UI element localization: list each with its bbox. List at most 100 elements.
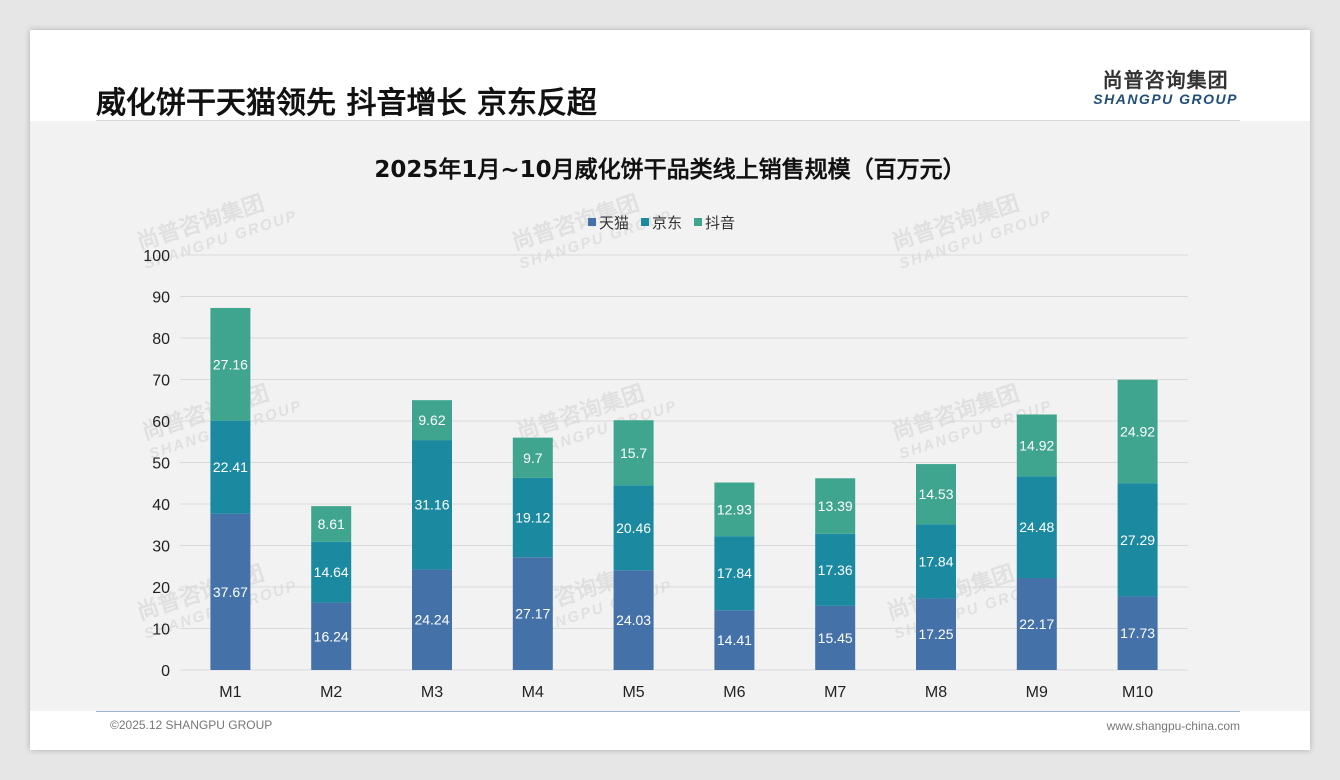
bar-M4-2 [512, 437, 553, 478]
x-tick-label: M4 [522, 684, 544, 701]
logo: 尚普咨询集团 SHANGPU GROUP [1093, 64, 1238, 107]
bar-M6-2 [714, 482, 755, 537]
y-tick-label: 0 [161, 663, 170, 680]
data-label: 17.84 [717, 565, 752, 581]
bar-M2-1 [311, 541, 352, 603]
data-label: 31.16 [414, 497, 449, 513]
bar-M5-1 [613, 485, 654, 571]
bar-M2-0 [311, 602, 352, 670]
legend-label-1: 京东 [652, 214, 682, 232]
data-label: 9.7 [523, 450, 543, 466]
data-label: 15.7 [620, 445, 647, 461]
bar-M3-0 [412, 569, 452, 670]
data-label: 27.17 [515, 606, 550, 622]
bar-M1-1 [210, 420, 251, 514]
bar-M7-2 [815, 478, 856, 534]
data-label: 22.41 [213, 459, 248, 475]
y-tick-label: 30 [152, 539, 170, 556]
bar-M9-1 [1016, 476, 1057, 578]
bar-M6-1 [714, 536, 755, 611]
legend-swatch-2 [694, 218, 702, 226]
data-label: 22.17 [1019, 616, 1054, 632]
y-tick-label: 100 [143, 248, 170, 265]
y-tick-label: 90 [152, 290, 170, 307]
data-label: 17.73 [1120, 625, 1155, 641]
data-label: 17.25 [918, 626, 953, 642]
data-label: 13.39 [818, 498, 853, 514]
bar-M10-1 [1117, 483, 1158, 597]
logo-cn: 尚普咨询集团 [1102, 68, 1229, 92]
data-label: 8.61 [318, 516, 345, 532]
y-tick-label: 40 [152, 497, 170, 514]
bar-M10-2 [1117, 379, 1158, 484]
x-tick-label: M9 [1026, 684, 1048, 701]
legend-label-0: 天猫 [599, 214, 629, 232]
data-label: 24.03 [616, 612, 651, 628]
header-divider [96, 120, 1240, 121]
chart-title: 2025年1月~10月威化饼干品类线上销售规模（百万元） [374, 156, 965, 183]
footer-divider [96, 711, 1240, 712]
data-label: 17.84 [918, 553, 953, 569]
bar-M1-0 [210, 513, 251, 670]
x-tick-label: M5 [622, 684, 644, 701]
bar-M7-0 [815, 605, 856, 670]
slide-card: 威化饼干天猫领先 抖音增长 京东反超 尚普咨询集团 SHANGPU GROUP … [30, 30, 1310, 750]
bar-M4-0 [512, 557, 553, 670]
data-label: 14.64 [314, 564, 349, 580]
bar-M6-0 [714, 610, 755, 670]
y-tick-label: 60 [152, 414, 170, 431]
data-label: 24.24 [414, 612, 449, 628]
data-label: 14.41 [717, 632, 752, 648]
data-label: 27.16 [213, 356, 248, 372]
x-tick-label: M3 [421, 684, 443, 701]
data-label: 9.62 [418, 412, 445, 428]
legend-swatch-1 [641, 218, 649, 226]
data-label: 37.67 [213, 584, 248, 600]
x-tick-label: M6 [723, 684, 745, 701]
bar-M5-0 [613, 570, 654, 670]
x-tick-label: M2 [320, 684, 342, 701]
logo-en: SHANGPU GROUP [1093, 91, 1238, 107]
data-label: 24.92 [1120, 423, 1155, 439]
data-label: 12.93 [717, 501, 752, 517]
x-tick-label: M8 [925, 684, 947, 701]
data-label: 27.29 [1120, 532, 1155, 548]
bar-M5-2 [613, 420, 654, 486]
data-label: 15.45 [818, 630, 853, 646]
bar-M1-2 [210, 307, 251, 421]
x-tick-label: M10 [1122, 684, 1153, 701]
data-label: 16.24 [314, 628, 349, 644]
data-label: 14.53 [918, 486, 953, 502]
y-tick-label: 80 [152, 331, 170, 348]
bar-M8-2 [916, 464, 956, 525]
data-label: 20.46 [616, 520, 651, 536]
bar-M10-0 [1117, 596, 1158, 670]
data-label: 17.36 [818, 562, 853, 578]
website: www.shangpu-china.com [1106, 719, 1240, 733]
y-tick-label: 20 [152, 580, 170, 597]
headline: 威化饼干天猫领先 抖音增长 京东反超 [96, 86, 597, 121]
bar-M4-1 [512, 477, 553, 558]
data-label: 19.12 [515, 510, 550, 526]
legend-swatch-0 [588, 218, 596, 226]
x-tick-label: M1 [219, 684, 241, 701]
bar-M8-1 [916, 524, 956, 599]
bar-M8-0 [916, 598, 956, 670]
bar-M9-2 [1016, 414, 1057, 477]
bar-M3-1 [412, 440, 452, 570]
copyright: ©2025.12 SHANGPU GROUP [110, 718, 273, 732]
bar-M7-1 [815, 533, 856, 606]
data-label: 24.48 [1019, 519, 1054, 535]
bar-M3-2 [412, 400, 452, 441]
legend-label-2: 抖音 [705, 214, 735, 232]
y-tick-label: 10 [152, 622, 170, 639]
bar-M2-2 [311, 506, 352, 542]
x-tick-label: M7 [824, 684, 846, 701]
y-tick-label: 50 [152, 456, 170, 473]
y-tick-label: 70 [152, 373, 170, 390]
data-label: 14.92 [1019, 437, 1054, 453]
bar-M9-0 [1016, 577, 1057, 670]
